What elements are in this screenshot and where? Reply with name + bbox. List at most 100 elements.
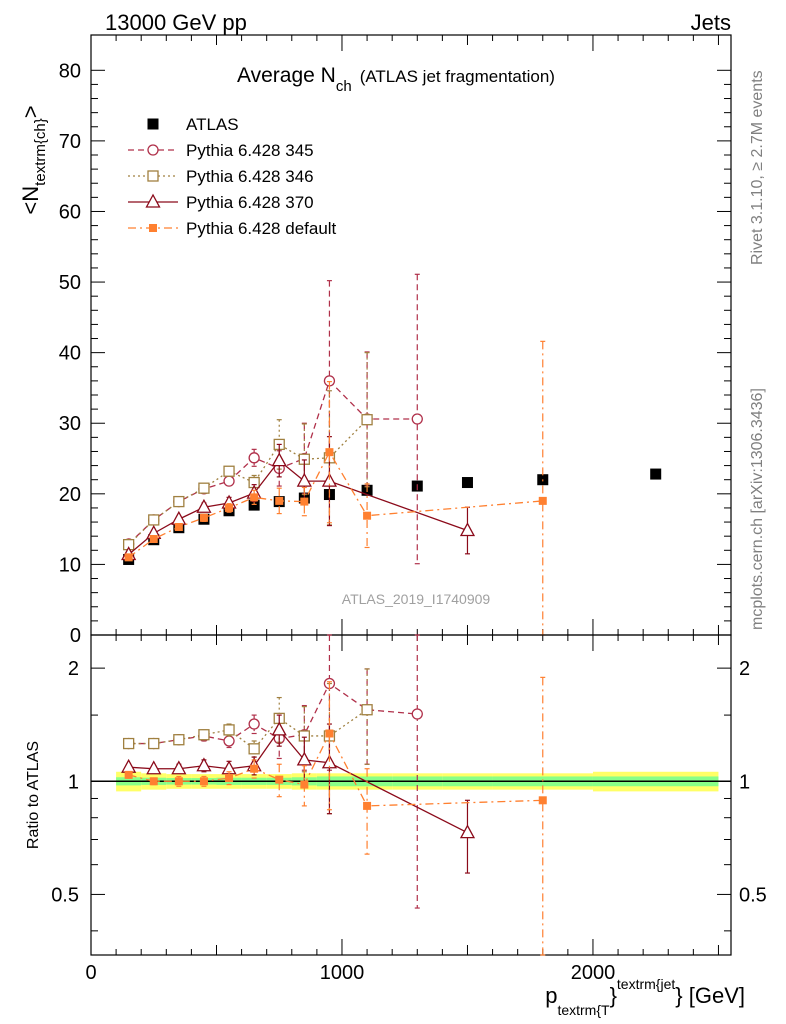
data-point-p370 [459,522,476,537]
data-point-p370 [271,452,287,467]
data-point-p370 [196,498,212,513]
data-point-pdef [225,503,234,512]
data-point-p346 [223,465,235,477]
ratio-point-p345 [248,718,260,730]
legend-marker-ATLAS [147,118,159,130]
data-point-p370 [171,510,187,525]
data-point-pdef [300,497,309,506]
legend-label: Pythia 6.428 346 [186,167,314,186]
ratio-series-p370 [121,714,476,874]
ratio-frame [90,634,732,956]
legend-entry-p346: Pythia 6.428 346 [128,167,314,186]
ratio-point-p345 [411,708,423,720]
y-tick-label: 10 [59,554,81,576]
data-point-p346 [198,482,210,494]
y-tick-label: 30 [59,413,81,435]
legend-marker-pdef [149,224,157,232]
data-point-pdef [250,493,259,502]
ratio-y-tick-label: 2 [68,658,79,680]
ratio-point-pdef [124,770,133,779]
plot-title: Average Nch(ATLAS jet fragmentation) [237,64,555,95]
legend-entry-ATLAS: ATLAS [147,115,239,134]
data-point-p346 [361,414,373,426]
x-tick-label: 0 [85,962,96,984]
y-tick-label: 20 [59,484,81,506]
data-point-p345 [411,413,423,425]
ratio-line-p346 [128,709,368,750]
ratio-y-tick-label: 0.5 [51,884,79,906]
legend-entry-p370: Pythia 6.428 370 [128,193,314,212]
y-tick-label: 0 [70,625,81,647]
data-point-p345 [248,452,260,464]
header-left: 13000 GeV pp [105,10,247,35]
y-axis-label-main: <Ntextrm{ch}> [18,105,49,214]
series-line-pdef [128,450,543,558]
ratio-point-pdef [325,729,334,738]
legend-entry-p345: Pythia 6.428 345 [128,141,314,160]
ratio-point-pdef [363,801,372,810]
legend-entry-pdef: Pythia 6.428 default [128,219,337,238]
ratio-line-p370 [128,728,468,834]
data-point-p370 [321,472,338,487]
side-text-bottom: mcplots.cern.ch [arXiv:1306.3436] [749,388,766,630]
data-point-p370 [296,472,312,487]
data-point-ATLAS [650,468,662,480]
ratio-series-pdef [124,676,547,956]
data-point-ATLAS [461,477,473,489]
legend: ATLAS Pythia 6.428 345 Pythia 6.428 346 Pyt… [128,115,337,238]
ratio-y-tick-label-right: 2 [739,658,750,680]
series-line-p345 [128,379,418,545]
ratio-point-p370 [121,758,137,773]
watermark: ATLAS_2019_I1740909 [342,591,491,607]
ratio-point-p370 [296,751,312,766]
legend-label: ATLAS [186,115,239,134]
ratio-point-pdef [199,777,208,786]
header-right: Jets [691,10,731,35]
ratio-point-p370 [171,760,187,775]
data-point-pdef [124,553,133,562]
ratio-point-p345 [223,735,235,747]
series-p345 [122,273,423,565]
ratio-panel: 0 1000 2000 0.5 0.5 1 1 2 2 [51,634,767,984]
ratio-series-p345 [122,634,423,909]
legend-label: Pythia 6.428 370 [186,193,314,212]
ratio-point-pdef [300,780,309,789]
ratio-point-p370 [271,721,287,736]
legend-marker-p345 [147,144,159,156]
ratio-point-p346 [173,734,185,746]
data-point-p346 [173,495,185,508]
ratio-point-p370 [459,824,476,839]
series-line-p370 [128,459,468,556]
ratio-y-tick-label-right: 1 [739,771,750,793]
data-point-pdef [538,496,547,505]
data-point-pdef [325,448,334,457]
data-point-p345 [223,475,235,487]
y-tick-label: 60 [59,201,81,223]
data-point-pdef [149,535,158,543]
y-tick-label: 40 [59,343,81,365]
legend-label: Pythia 6.428 345 [186,141,314,160]
ratio-point-p370 [321,754,338,769]
main-panel: 0 10 20 30 40 50 60 70 80 [59,34,732,955]
ratio-point-pdef [538,796,547,805]
legend-marker-p346 [147,170,159,182]
ratio-point-p370 [196,757,212,772]
data-point-pdef [174,523,183,531]
data-point-p346 [148,514,160,526]
ratio-series-p346 [122,668,373,815]
ratio-point-p346 [148,737,160,750]
y-tick-label: 50 [59,272,81,294]
data-point-pdef [363,511,372,520]
data-point-ATLAS [248,499,260,511]
ratio-y-tick-label: 1 [68,771,79,793]
x-tick-label: 2000 [571,962,616,984]
ratio-point-pdef [149,777,158,786]
side-text-top: Rivet 3.1.10, ≥ 2.7M events [749,70,766,265]
ratio-point-pdef [250,764,259,773]
data-point-pdef [199,513,208,522]
ratio-point-p346 [122,737,135,750]
ratio-point-p370 [146,760,162,775]
legend-marker-p370 [145,193,161,208]
ratio-y-tick-label-right: 0.5 [739,884,767,906]
ratio-point-p346 [248,743,260,755]
